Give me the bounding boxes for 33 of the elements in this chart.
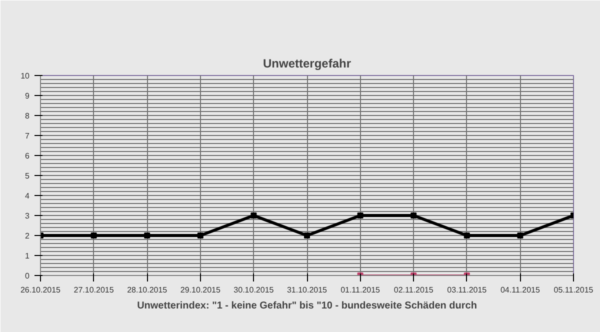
chart-title: Unwettergefahr (262, 56, 352, 70)
x-tick-label: 04.11.2015 (500, 286, 540, 294)
point (357, 212, 364, 218)
x-tick-label: 01.11.2015 (340, 286, 381, 294)
y-tick-label: 9 (25, 92, 30, 100)
y-tick-label: 6 (25, 152, 30, 160)
point (517, 232, 524, 238)
point (144, 232, 150, 238)
x-tick-label: 28.10.2015 (127, 286, 168, 294)
point (250, 212, 257, 218)
x-tick-label: 27.10.2015 (74, 286, 114, 294)
point (464, 232, 470, 238)
y-tick-label: 10 (20, 72, 30, 80)
x-tick-label: 31.10.2015 (286, 286, 328, 294)
y-tick-label: 5 (25, 172, 30, 180)
y-tick-label: 3 (25, 212, 30, 220)
point (410, 212, 417, 218)
y-tick-label: 2 (25, 232, 30, 240)
x-tick-label: 30.10.2015 (234, 286, 274, 294)
x-tick-label: 02.11.2015 (394, 286, 434, 294)
y-tick-label: 4 (25, 192, 30, 200)
point (304, 232, 310, 238)
y-tick-label: 8 (25, 112, 30, 120)
x-tick-label: 05.11.2015 (554, 286, 594, 294)
x-tick-label: 03.11.2015 (447, 286, 488, 294)
x-axis-title: Unwetterindex: "1 - keine Gefahr" bis "10 - bundesweite Schäden durch (137, 300, 477, 312)
y-tick-label: 0 (25, 272, 30, 280)
x-tick-label: 26.10.2015 (20, 286, 62, 294)
x-tick-label: 29.10.2015 (180, 286, 221, 294)
point (197, 232, 204, 238)
y-tick-label: 7 (25, 132, 30, 140)
y-tick-label: 1 (25, 252, 30, 260)
point (90, 232, 97, 238)
